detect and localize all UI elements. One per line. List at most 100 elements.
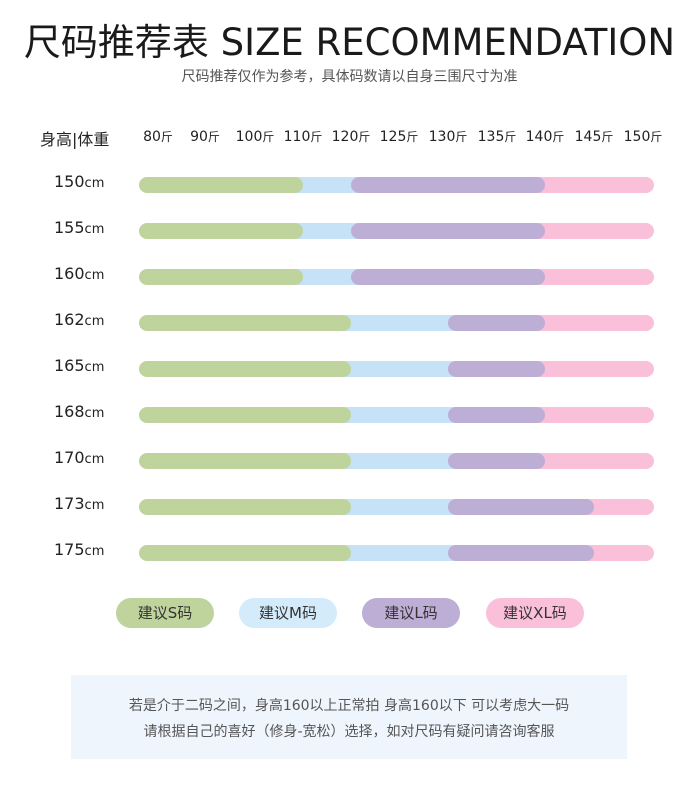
weight-value: 80 [143,129,161,145]
segment-m [341,545,458,561]
size-bar [139,315,654,331]
size-bar [139,361,654,377]
height-label: 150cm [54,172,104,191]
weight-value: 150 [623,129,651,145]
height-unit: cm [84,452,105,467]
height-label: 162cm [54,310,104,329]
size-row-175: 175cm [0,540,699,564]
height-unit: cm [84,360,105,375]
weight-value: 120 [331,129,359,145]
weight-unit: 斤 [310,130,323,144]
height-value: 168 [54,402,85,421]
size-row-168: 168cm [0,402,699,426]
weight-value: 100 [235,129,263,145]
weight-value: 130 [428,129,456,145]
segment-m [341,361,458,377]
height-value: 162 [54,310,85,329]
legend-xl: 建议XL码 [486,598,584,628]
size-bar [139,453,654,469]
weight-unit: 斤 [358,130,371,144]
size-bar [139,545,654,561]
segment-l [351,269,545,285]
height-unit: cm [84,406,105,421]
weight-unit: 斤 [601,130,614,144]
legend-s: 建议S码 [116,598,214,628]
note-line-2: 请根据自己的喜好（修身-宽松）选择，如对尺码有疑问请咨询客服 [143,724,555,740]
corner-label: 身高|体重 [40,130,110,149]
page-subtitle: 尺码推荐仅作为参考，具体码数请以自身三围尺寸为准 [181,69,518,85]
weight-label-90: 90斤 [190,128,220,145]
height-label: 155cm [54,218,104,237]
size-row-160: 160cm [0,264,699,288]
segment-m [341,499,458,515]
size-row-155: 155cm [0,218,699,242]
weight-unit: 斤 [455,130,468,144]
height-label: 165cm [54,356,104,375]
weight-label-125: 125斤 [380,128,419,145]
size-bar [139,223,654,239]
weight-unit: 斤 [160,130,173,144]
weight-value: 145 [574,129,602,145]
height-value: 170 [54,448,85,467]
weight-label-110: 110斤 [284,128,323,145]
segment-s [139,177,303,193]
legend: 建议S码 建议M码 建议L码 建议XL码 [0,598,699,628]
weight-label-130: 130斤 [429,128,468,145]
size-row-162: 162cm [0,310,699,334]
segment-s [139,453,351,469]
weight-value: 110 [283,129,311,145]
weight-header-row: 身高|体重 80斤 90斤 100斤 110斤 120斤 125斤 130斤 135斤 140斤… [0,126,699,150]
height-unit: cm [84,498,105,513]
weight-value: 135 [477,129,505,145]
weight-value: 90 [190,129,208,145]
segment-s [139,315,351,331]
segment-l [448,361,545,377]
size-bar [139,499,654,515]
height-label: 160cm [54,264,104,283]
page-title: 尺码推荐表 SIZE RECOMMENDATION [23,21,676,64]
size-bar [139,269,654,285]
segment-s [139,223,303,239]
height-unit: cm [84,268,105,283]
height-label: 170cm [54,448,104,467]
size-bar [139,407,654,423]
segment-m [293,223,361,239]
segment-l [448,315,545,331]
height-label: 168cm [54,402,104,421]
height-value: 173 [54,494,85,513]
segment-l [448,499,594,515]
size-row-170: 170cm [0,448,699,472]
weight-value: 140 [525,129,553,145]
weight-label-140: 140斤 [526,128,565,145]
weight-label-145: 145斤 [575,128,614,145]
size-row-165: 165cm [0,356,699,380]
weight-unit: 斤 [504,130,517,144]
weight-unit: 斤 [406,130,419,144]
height-value: 160 [54,264,85,283]
segment-l [448,545,594,561]
size-row-173: 173cm [0,494,699,518]
segment-m [341,453,458,469]
height-unit: cm [84,544,105,559]
weight-label-135: 135斤 [478,128,517,145]
segment-m [293,177,361,193]
segment-l [351,177,545,193]
weight-label-120: 120斤 [332,128,371,145]
height-label: 173cm [54,494,104,513]
weight-unit: 斤 [552,130,565,144]
weight-unit: 斤 [207,130,220,144]
segment-s [139,407,351,423]
size-bar [139,177,654,193]
height-unit: cm [84,222,105,237]
weight-value: 125 [379,129,407,145]
weight-unit: 斤 [650,130,663,144]
weight-label-100: 100斤 [236,128,275,145]
segment-m [293,269,361,285]
weight-label-80: 80斤 [143,128,173,145]
height-value: 155 [54,218,85,237]
segment-s [139,361,351,377]
segment-m [341,315,458,331]
note-line-1: 若是介于二码之间，身高160以上正常拍 身高160以下 可以考虑大一码 [128,698,570,714]
segment-s [139,269,303,285]
height-unit: cm [84,176,105,191]
